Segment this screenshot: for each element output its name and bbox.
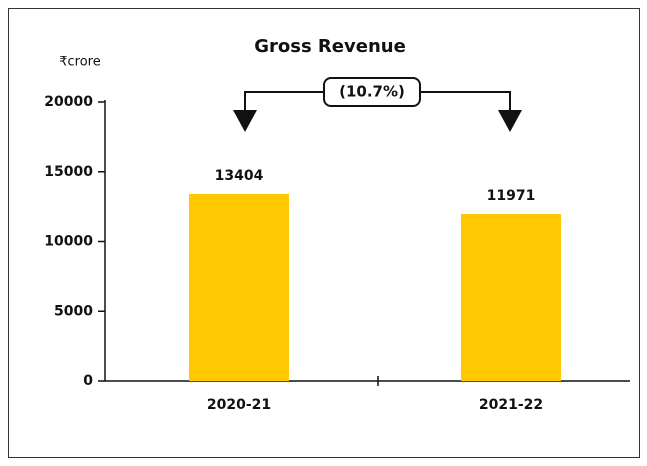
bar bbox=[461, 214, 561, 381]
arrow-head bbox=[233, 110, 257, 132]
data-label: 11971 bbox=[487, 188, 536, 204]
x-tick-label: 2020-21 bbox=[207, 397, 271, 413]
unit-label: ₹crore bbox=[59, 55, 101, 70]
y-tick-label: 15000 bbox=[44, 164, 93, 180]
annotation-arrows bbox=[244, 91, 511, 114]
y-tick-label: 10000 bbox=[44, 234, 93, 250]
y-tick-label: 20000 bbox=[44, 94, 93, 110]
frame bbox=[8, 8, 640, 458]
bar bbox=[189, 194, 289, 381]
y-tick-label: 5000 bbox=[54, 303, 93, 319]
x-tick-label: 2021-22 bbox=[479, 397, 543, 413]
arrow-head bbox=[498, 110, 522, 132]
data-label: 13404 bbox=[215, 168, 264, 184]
y-tick-label: 0 bbox=[83, 373, 93, 389]
chart-title: Gross Revenue bbox=[254, 36, 406, 57]
annotation: (10.7%) bbox=[339, 83, 405, 101]
annotation-box bbox=[323, 77, 421, 107]
